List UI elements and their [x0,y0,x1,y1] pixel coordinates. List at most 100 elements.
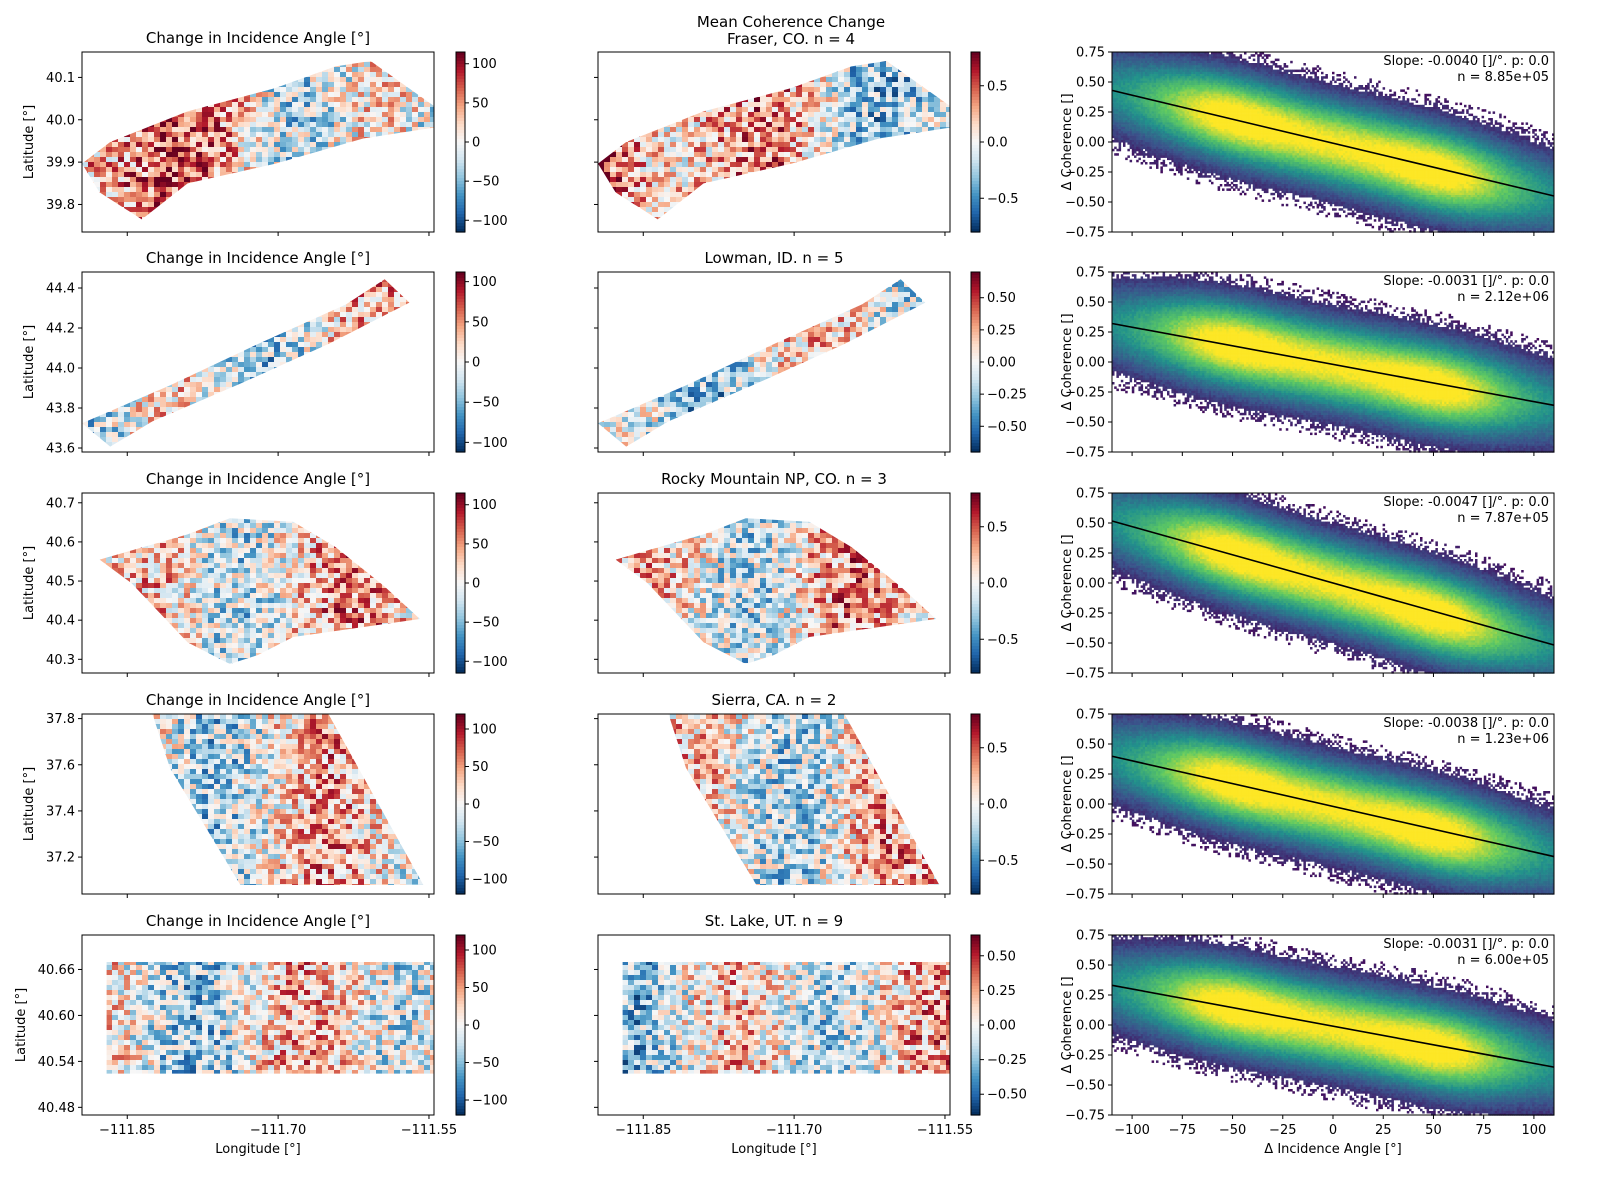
map-pixel [232,162,238,167]
map-pixel [262,132,268,137]
map-pixel [406,112,412,117]
map-pixel [352,122,358,127]
map-pixel [136,122,142,127]
map-pixel [124,132,130,137]
map-pixel [124,122,130,127]
map-pixel [358,92,364,97]
map-pixel [250,127,256,132]
map-pixel [346,112,352,117]
map-pixel [334,57,340,62]
map-pixel [322,137,328,142]
map-pixel [406,152,412,157]
map-pixel [412,152,418,157]
map-pixel [352,92,358,97]
map-pixel [292,82,298,87]
map-pixel [238,72,244,77]
map-pixel [334,127,340,132]
map-pixel [220,162,226,167]
map-pixel [316,127,322,132]
map-pixel [400,87,406,92]
map-pixel [100,132,106,137]
map-pixel [178,152,184,157]
map-pixel [142,147,148,152]
map-pixel [298,142,304,147]
map-pixel [190,127,196,132]
map-pixel [292,127,298,132]
map-pixel [424,127,430,132]
map-pixel [382,67,388,72]
map-pixel [406,72,412,77]
map-pixel [430,157,436,162]
map-pixel [304,122,310,127]
map-pixel [418,92,424,97]
map-pixel [418,67,424,72]
map-pixel [364,72,370,77]
map-pixel [112,157,118,162]
map-pixel [274,62,280,67]
map-pixel [352,82,358,87]
map-pixel [244,162,250,167]
map-pixel [130,82,136,87]
map-pixel [328,127,334,132]
map-pixel [256,97,262,102]
map-pixel [364,152,370,157]
map-pixel [178,62,184,67]
map-pixel [412,92,418,97]
map-pixel [214,162,220,167]
map-pixel [382,122,388,127]
map-pixel [184,77,190,82]
map-pixel [370,92,376,97]
map-pixel [184,137,190,142]
map-pixel [166,92,172,97]
map-pixel [256,107,262,112]
map-pixel [172,112,178,117]
map-pixel [274,137,280,142]
map-pixel [304,82,310,87]
map-pixel [100,137,106,142]
map-pixel [82,122,88,127]
map-pixel [340,162,346,167]
map-pixel [328,102,334,107]
map-pixel [82,132,88,137]
map-pixel [196,57,202,62]
map-pixel [130,132,136,137]
map-pixel [196,152,202,157]
map-pixel [226,147,232,152]
map-pixel [298,67,304,72]
map-pixel [250,97,256,102]
map-pixel [328,62,334,67]
map-pixel [196,167,202,172]
map-pixel [370,67,376,72]
map-pixel [358,102,364,107]
map-pixel [418,77,424,82]
map-pixel [388,87,394,92]
map-pixel [394,132,400,137]
map-pixel [262,162,268,167]
map-pixel [430,137,436,142]
map-pixel [376,167,382,172]
map-pixel [274,82,280,87]
map-pixel [250,152,256,157]
map-pixel [370,57,376,62]
map-pixel [124,117,130,122]
map-pixel [358,117,364,122]
map-pixel [136,107,142,112]
map-pixel [208,52,214,57]
map-pixel [298,157,304,162]
map-pixel [184,147,190,152]
map-pixel [94,82,100,87]
map-pixel [148,147,154,152]
map-pixel [376,157,382,162]
map-pixel [214,62,220,67]
map-pixel [334,167,340,172]
map-pixel [136,62,142,67]
map-pixel [178,142,184,147]
map-pixel [154,147,160,152]
map-pixel [202,117,208,122]
map-pixel [220,132,226,137]
map-pixel [118,122,124,127]
map-pixel [358,167,364,172]
map-pixel [340,107,346,112]
map-pixel [322,72,328,77]
map-pixel [88,62,94,67]
